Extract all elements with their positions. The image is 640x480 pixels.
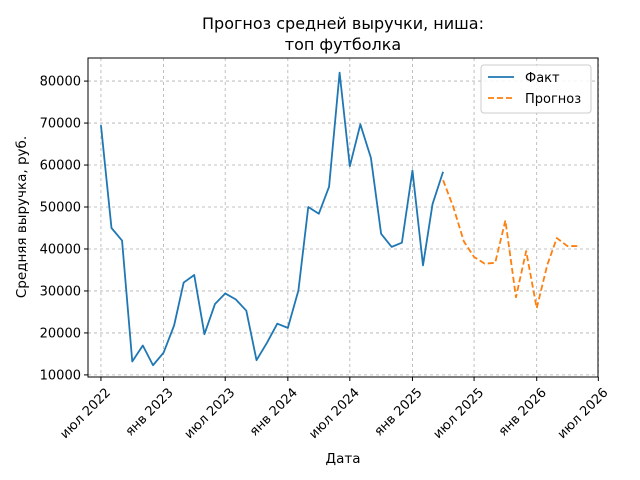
y-tick-label: 10000	[40, 368, 81, 383]
x-tick-label: июл 2025	[431, 385, 488, 442]
axes: июл 2022 янв 2023 июл 2023 янв 2024 июл 2024…	[40, 75, 612, 442]
legend-label-fact: Факт	[525, 71, 560, 86]
chart-title: Прогноз средней выручки, ниша: топ футбо…	[202, 14, 484, 54]
series	[100, 71, 578, 367]
y-tick-label: 20000	[40, 326, 81, 341]
y-tick-label: 30000	[40, 284, 81, 299]
grid	[88, 58, 599, 377]
legend-label-forecast: Прогноз	[525, 92, 581, 107]
y-tick-label: 50000	[40, 201, 81, 216]
legend: Факт Прогноз	[480, 64, 592, 114]
x-tick-label: июл 2024	[306, 385, 363, 442]
chart-title-line-2: топ футболка	[285, 35, 401, 54]
x-tick-label: июл 2022	[57, 385, 114, 442]
series-line-forecast	[442, 179, 578, 310]
x-tick-label: янв 2026	[496, 385, 550, 439]
chart-title-line-1: Прогноз средней выручки, ниша:	[202, 14, 484, 33]
x-tick-label: июл 2023	[182, 385, 239, 442]
x-tick-label: янв 2024	[247, 385, 301, 439]
x-tick-label: янв 2023	[123, 385, 177, 439]
x-axis-label: Дата	[326, 451, 361, 467]
plot-frame	[87, 57, 599, 378]
x-tick-label: янв 2025	[372, 385, 426, 439]
x-tick-label: июл 2026	[555, 385, 612, 442]
y-axis-label: Средняя выручка, руб.	[14, 136, 30, 298]
y-tick-label: 40000	[40, 242, 81, 257]
y-tick-label: 70000	[40, 117, 81, 132]
series-line-fact	[100, 71, 444, 367]
y-tick-label: 80000	[40, 75, 81, 90]
y-tick-label: 60000	[40, 159, 81, 174]
